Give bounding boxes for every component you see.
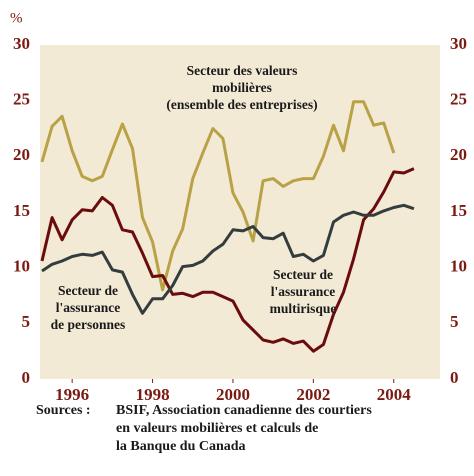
annotation: Secteur de	[58, 283, 118, 298]
y2-tick-label: 25	[450, 90, 467, 109]
plot-area	[40, 45, 440, 379]
series-line	[40, 167, 415, 353]
source-line: en valeurs mobilières et calculs de	[116, 421, 318, 436]
source-label: Sources :	[36, 403, 91, 418]
annotation: (ensemble des entreprises)	[166, 97, 317, 112]
y2-tick-label: 0	[450, 368, 459, 387]
y-tick-label: 20	[13, 145, 30, 164]
y-tick-label: 15	[13, 201, 30, 220]
annotation: de personnes	[51, 317, 126, 332]
annotation: multirisque	[270, 301, 337, 316]
y-tick-label: 10	[13, 257, 30, 276]
source-line: la Banque du Canada	[116, 439, 246, 454]
y-tick-label: 30	[13, 34, 30, 53]
annotation: Secteur des valeurs	[187, 63, 298, 78]
y2-tick-label: 10	[450, 257, 467, 276]
annotation: Secteur de	[273, 267, 333, 282]
annotation: l'assurance	[56, 300, 121, 315]
y2-tick-label: 20	[450, 145, 467, 164]
y-tick-label: 25	[13, 90, 30, 109]
x-tick-label: 2002	[296, 385, 330, 404]
y2-tick-label: 5	[450, 312, 459, 331]
annotation: l'assurance	[271, 284, 336, 299]
series-line	[40, 100, 396, 292]
x-tick-label: 1998	[136, 385, 170, 404]
x-tick-label: 2000	[216, 385, 250, 404]
y2-tick-label: 30	[450, 34, 467, 53]
y-unit: %	[10, 10, 23, 26]
y2-tick-label: 15	[450, 201, 467, 220]
x-tick-label: 1996	[55, 385, 89, 404]
series-line	[41, 203, 415, 315]
annotation: mobilières	[212, 80, 272, 95]
y-tick-label: 5	[22, 312, 31, 331]
x-tick-label: 2004	[377, 385, 412, 404]
y-tick-label: 0	[22, 368, 31, 387]
source-line: BSIF, Association canadienne des courtie…	[116, 403, 372, 418]
